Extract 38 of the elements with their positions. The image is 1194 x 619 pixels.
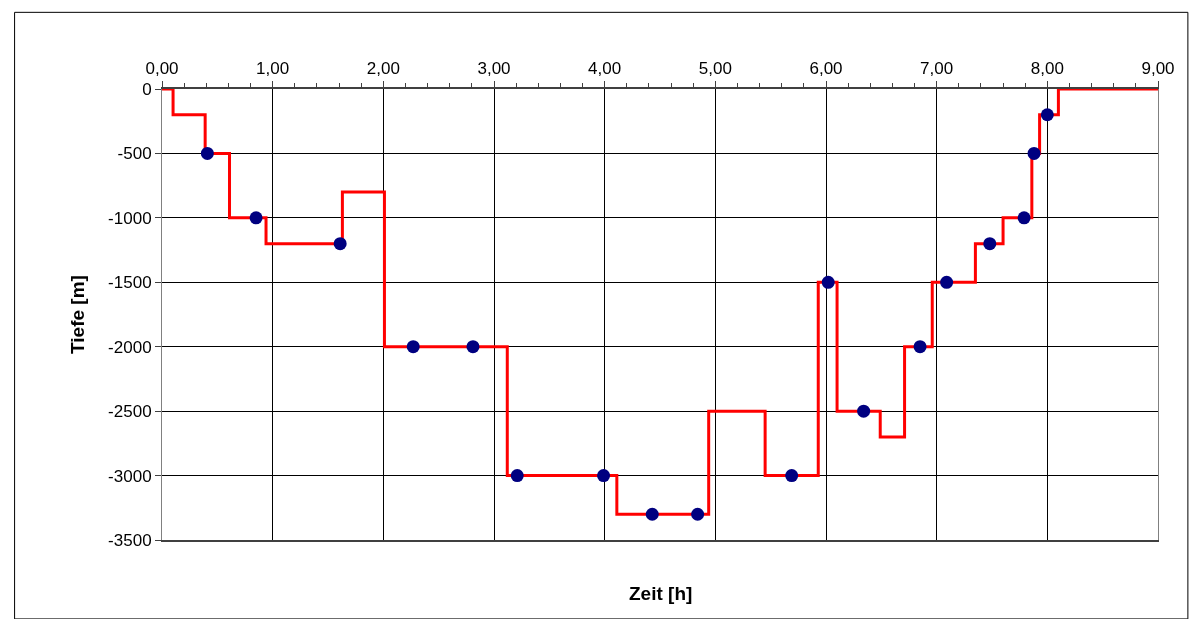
point — [1040, 108, 1054, 122]
y-tick-label: -3500 — [108, 530, 152, 550]
x-tick-label: 6,00 — [809, 59, 843, 79]
x-tick-label: 7,00 — [920, 59, 954, 79]
y-tick-label: -3000 — [108, 466, 152, 486]
point — [249, 211, 263, 225]
point — [857, 404, 871, 418]
point — [510, 469, 524, 483]
point — [821, 275, 835, 289]
point — [645, 507, 659, 521]
x-tick-label: 5,00 — [698, 59, 732, 79]
x-tick-label: 0,00 — [145, 59, 179, 79]
x-tick-label: 9,00 — [1141, 59, 1175, 79]
y-axis-title: Tiefe [m] — [66, 275, 88, 354]
y-tick-label: -2000 — [108, 337, 152, 357]
point — [1017, 211, 1031, 225]
point — [940, 275, 954, 289]
point — [691, 507, 705, 521]
x-tick-label: 4,00 — [588, 59, 622, 79]
point — [200, 146, 214, 160]
y-tick-label: -500 — [117, 144, 152, 164]
point — [466, 340, 480, 354]
x-tick-label: 1,00 — [256, 59, 290, 79]
y-tick-label: -1000 — [108, 208, 152, 228]
y-tick-label: -1500 — [108, 273, 152, 293]
x-axis-title: Zeit [h] — [629, 583, 693, 604]
point — [913, 340, 927, 354]
point — [983, 237, 997, 251]
point — [785, 469, 799, 483]
point — [333, 237, 347, 251]
x-tick-label: 3,00 — [477, 59, 511, 79]
y-tick-label: -2500 — [108, 402, 152, 422]
x-tick-label: 8,00 — [1030, 59, 1064, 79]
point — [597, 469, 611, 483]
point — [406, 340, 420, 354]
y-tick-label: 0 — [142, 79, 152, 99]
x-tick-label: 2,00 — [366, 59, 400, 79]
point — [1027, 146, 1041, 160]
